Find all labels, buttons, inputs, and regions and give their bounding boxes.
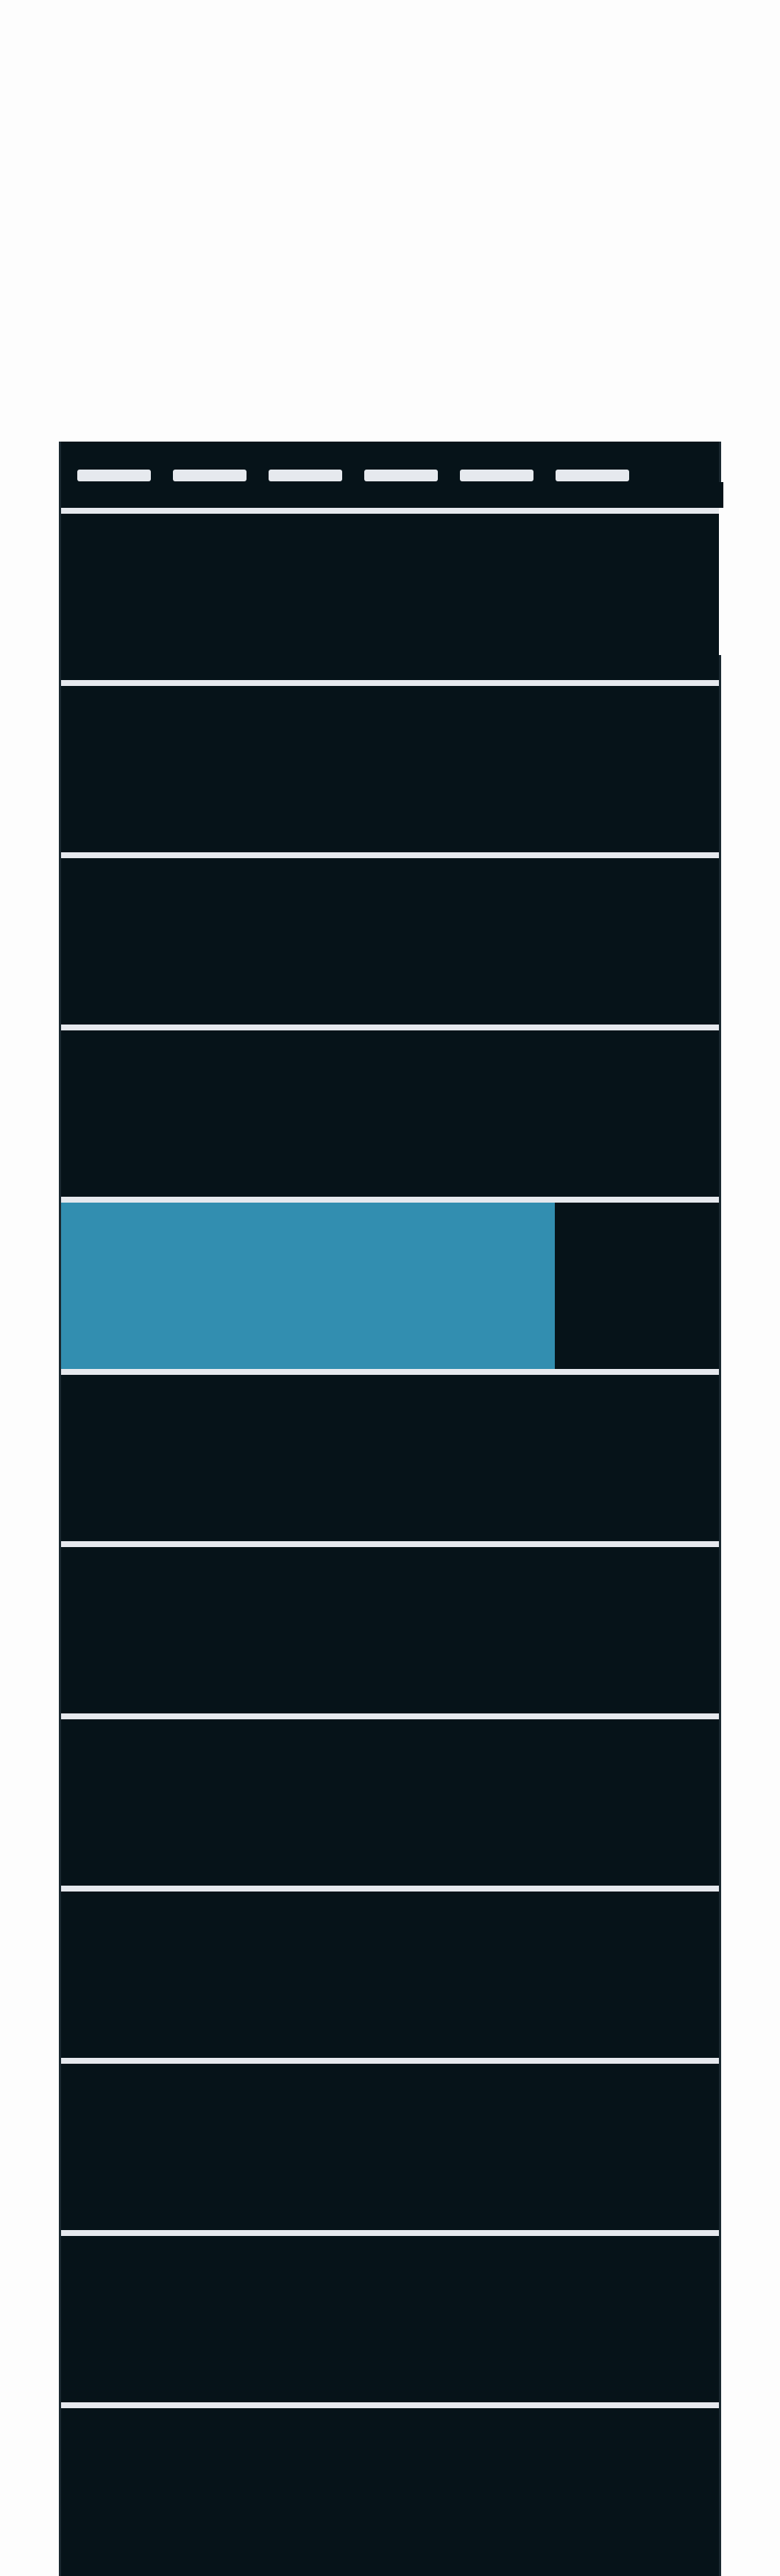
tab-5[interactable] — [460, 470, 533, 481]
tab-bar — [61, 442, 657, 508]
tab-6[interactable] — [556, 470, 629, 481]
list-item[interactable] — [61, 680, 719, 852]
list-item[interactable] — [61, 2230, 719, 2402]
tab-3[interactable] — [269, 470, 342, 481]
list-panel — [59, 442, 723, 2576]
list-item[interactable] — [61, 1713, 719, 1886]
tab-2[interactable] — [173, 470, 247, 481]
list-item-selected[interactable] — [61, 1197, 719, 1369]
list-item[interactable] — [61, 508, 719, 680]
list-item[interactable] — [61, 1369, 719, 1541]
list-item[interactable] — [61, 1025, 719, 1197]
selection-highlight — [61, 1203, 555, 1369]
list-item[interactable] — [61, 1886, 719, 2058]
list — [61, 508, 719, 2575]
tab-1[interactable] — [77, 470, 151, 481]
list-item[interactable] — [61, 852, 719, 1025]
header-notch — [657, 482, 723, 542]
tab-4[interactable] — [364, 470, 438, 481]
list-item[interactable] — [61, 2058, 719, 2230]
list-item[interactable] — [61, 1541, 719, 1713]
list-item[interactable] — [61, 2402, 719, 2575]
